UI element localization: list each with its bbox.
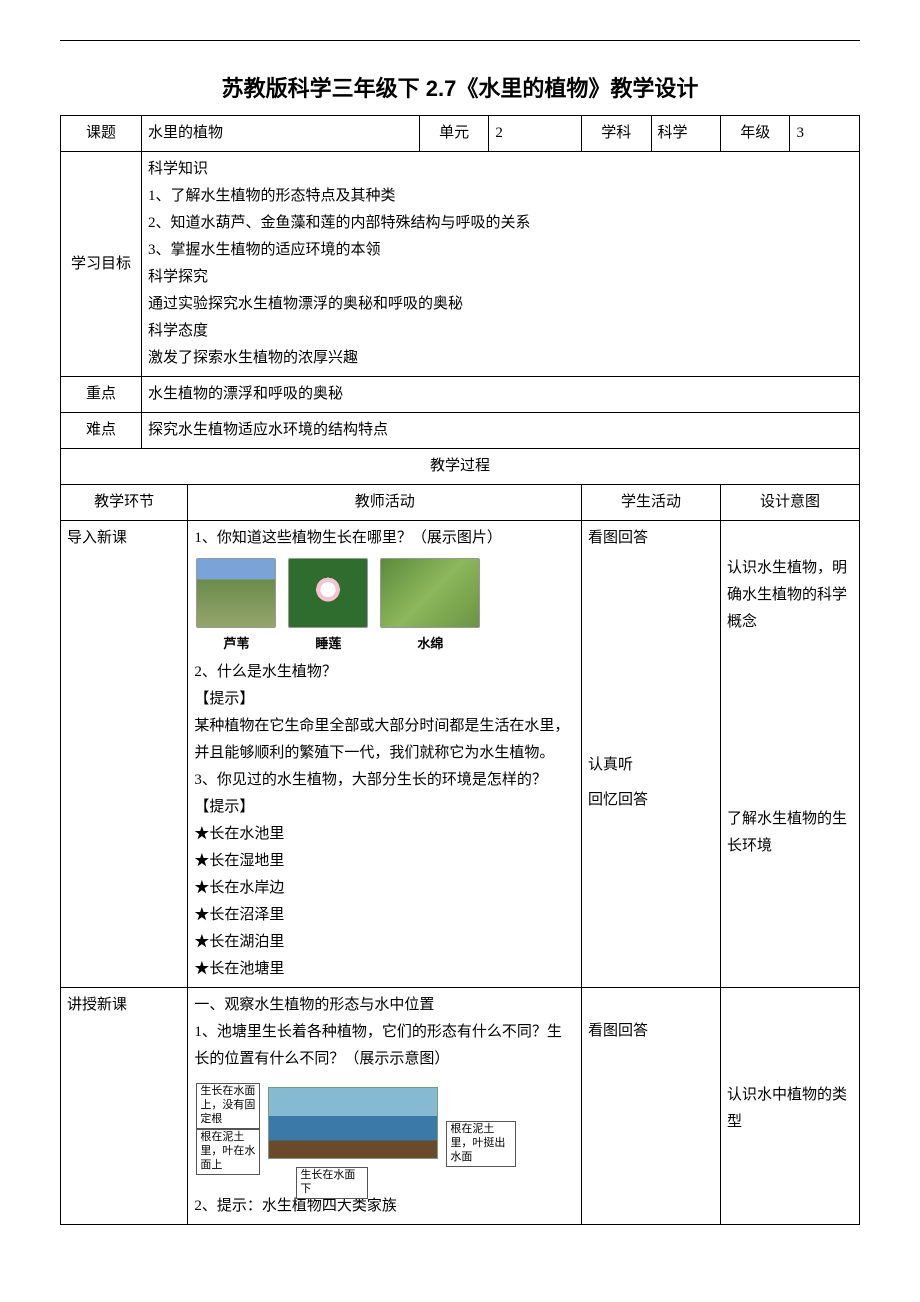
label-goals: 学习目标: [61, 152, 142, 377]
col-intent: 设计意图: [720, 485, 859, 521]
val-unit: 2: [489, 116, 582, 152]
env-4: ★长在湖泊里: [194, 929, 575, 956]
env-0: ★长在水池里: [194, 821, 575, 848]
lecture-line1: 一、观察水生植物的形态与水中位置: [194, 992, 575, 1019]
col-student: 学生活动: [582, 485, 721, 521]
env-3: ★长在沼泽里: [194, 902, 575, 929]
row-col-headers: 教学环节 教师活动 学生活动 设计意图: [61, 485, 860, 521]
label-grade: 年级: [720, 116, 789, 152]
env-1: ★长在湿地里: [194, 848, 575, 875]
row-intro: 导入新课 1、你知道这些植物生长在哪里？（展示图片） 芦苇 睡莲 水绵 2、什么…: [61, 521, 860, 988]
val-goals: 科学知识 1、了解水生植物的形态特点及其种类 2、知道水葫芦、金鱼藻和莲的内部特…: [142, 152, 860, 377]
img-lotus-box: 睡莲: [288, 558, 368, 655]
intent-lecture: 认识水中植物的类型: [720, 988, 859, 1225]
val-difficulty: 探究水生植物适应水环境的结构特点: [142, 413, 860, 449]
intro-images: 芦苇 睡莲 水绵: [196, 558, 575, 655]
lecture-line3: 2、提示：水生植物四大类家族: [194, 1193, 575, 1220]
intent-intro-2: 了解水生植物的生长环境: [727, 806, 853, 860]
spacer5: [588, 992, 714, 1018]
cap-lotus: 睡莲: [315, 632, 341, 655]
env-2: ★长在水岸边: [194, 875, 575, 902]
pond-diagram: 生长在水面上，没有固定根 根在泥土里，叶在水面上 根在泥土里，叶挺出水面 生长在…: [196, 1077, 476, 1187]
process-header: 教学过程: [61, 449, 860, 485]
student-intro-1: 看图回答: [588, 525, 714, 552]
row-goals: 学习目标 科学知识 1、了解水生植物的形态特点及其种类 2、知道水葫芦、金鱼藻和…: [61, 152, 860, 377]
col-teacher: 教师活动: [188, 485, 582, 521]
lesson-plan-table: 课题 水里的植物 单元 2 学科 科学 年级 3 学习目标 科学知识 1、了解水…: [60, 115, 860, 1225]
page-title: 苏教版科学三年级下 2.7《水里的植物》教学设计: [60, 71, 860, 103]
student-lecture: 看图回答: [582, 988, 721, 1225]
intro-hint-label: 【提示】: [194, 686, 575, 713]
lecture-line2: 1、池塘里生长着各种植物，它们的形态有什么不同？生长的位置有什么不同？（展示示意…: [194, 1019, 575, 1073]
label-topic: 课题: [61, 116, 142, 152]
env-5: ★长在池塘里: [194, 956, 575, 983]
img-reeds-box: 芦苇: [196, 558, 276, 655]
spacer4: [727, 636, 853, 806]
top-rule: [60, 40, 860, 41]
label-difficulty: 难点: [61, 413, 142, 449]
val-topic: 水里的植物: [142, 116, 420, 152]
spacer3: [727, 525, 853, 555]
student-intro-2: 认真听: [588, 752, 714, 779]
student-lecture-text: 看图回答: [588, 1018, 714, 1045]
val-subject: 科学: [651, 116, 720, 152]
intent-intro-1: 认识水生植物，明确水生植物的科学概念: [727, 555, 853, 636]
phase-lecture: 讲授新课: [61, 988, 188, 1225]
teacher-lecture: 一、观察水生植物的形态与水中位置 1、池塘里生长着各种植物，它们的形态有什么不同…: [188, 988, 582, 1225]
intro-q2: 2、什么是水生植物？: [194, 659, 575, 686]
img-algae-box: 水绵: [380, 558, 480, 655]
row-difficulty: 难点 探究水生植物适应水环境的结构特点: [61, 413, 860, 449]
phase-intro: 导入新课: [61, 521, 188, 988]
intro-q3: 3、你见过的水生植物，大部分生长的环境是怎样的？: [194, 767, 575, 794]
cap-reeds: 芦苇: [223, 632, 249, 655]
intent-intro: 认识水生植物，明确水生植物的科学概念 了解水生植物的生长环境: [720, 521, 859, 988]
img-lotus: [288, 558, 368, 628]
student-intro-3: 回忆回答: [588, 787, 714, 814]
spacer6: [727, 992, 853, 1082]
diagram-label-2: 根在泥土里，叶在水面上: [196, 1129, 260, 1174]
intro-hint-body: 某种植物在它生命里全部或大部分时间都是生活在水里，并且能够顺利的繁殖下一代，我们…: [194, 713, 575, 767]
intent-lecture-text: 认识水中植物的类型: [727, 1082, 853, 1136]
img-algae: [380, 558, 480, 628]
label-keypoint: 重点: [61, 377, 142, 413]
label-subject: 学科: [582, 116, 651, 152]
pond-diagram-image: [268, 1087, 438, 1159]
row-keypoint: 重点 水生植物的漂浮和呼吸的奥秘: [61, 377, 860, 413]
row-process-header: 教学过程: [61, 449, 860, 485]
diagram-label-1: 生长在水面上，没有固定根: [196, 1083, 260, 1128]
val-grade: 3: [790, 116, 860, 152]
col-phase: 教学环节: [61, 485, 188, 521]
img-reeds: [196, 558, 276, 628]
diagram-label-3: 根在泥土里，叶挺出水面: [446, 1121, 516, 1166]
teacher-intro: 1、你知道这些植物生长在哪里？（展示图片） 芦苇 睡莲 水绵 2、什么是水生植物…: [188, 521, 582, 988]
header-row-1: 课题 水里的植物 单元 2 学科 科学 年级 3: [61, 116, 860, 152]
intro-hint-label2: 【提示】: [194, 794, 575, 821]
cap-algae: 水绵: [417, 632, 443, 655]
row-lecture: 讲授新课 一、观察水生植物的形态与水中位置 1、池塘里生长着各种植物，它们的形态…: [61, 988, 860, 1225]
label-unit: 单元: [419, 116, 488, 152]
diagram-label-4: 生长在水面下: [296, 1167, 368, 1199]
val-keypoint: 水生植物的漂浮和呼吸的奥秘: [142, 377, 860, 413]
student-intro: 看图回答 认真听 回忆回答: [582, 521, 721, 988]
spacer2: [588, 779, 714, 787]
spacer: [588, 552, 714, 752]
intro-q1: 1、你知道这些植物生长在哪里？（展示图片）: [194, 525, 575, 552]
